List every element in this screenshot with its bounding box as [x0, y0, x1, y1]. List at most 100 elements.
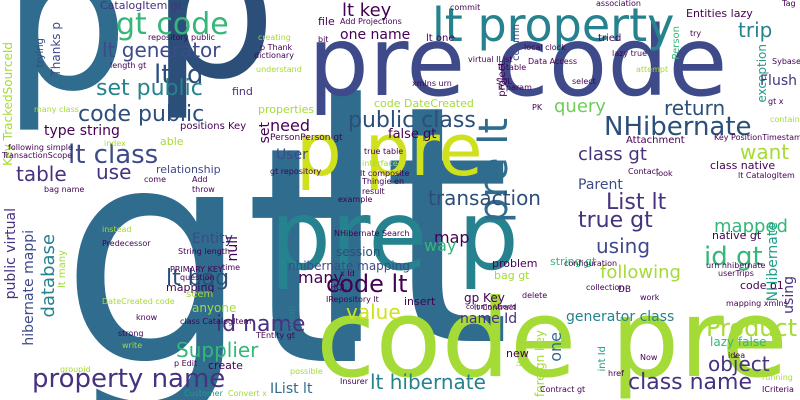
word-irepository: IRepository lt	[326, 295, 379, 304]
word-time: time	[222, 263, 241, 272]
word-lt-hibernate: lt hibernate	[370, 370, 486, 394]
word-need: need	[270, 116, 310, 135]
word-example: example	[338, 195, 373, 204]
word-insert: insert	[404, 295, 436, 308]
word-thingie-en: Thingie en	[362, 177, 405, 186]
word-groupid: groupid	[60, 365, 91, 374]
word-repository-public: repository public	[148, 33, 216, 42]
word-column-userid: column UserId	[466, 303, 517, 311]
word-lt-key: lt key	[342, 0, 392, 21]
word-lazy-true: lazy true	[612, 49, 648, 58]
word-class-name: class name	[628, 370, 752, 395]
word-gt-big: gt	[60, 83, 362, 400]
word-using: using	[596, 234, 651, 258]
word-new: new	[506, 347, 529, 360]
word-p-top2: p	[150, 0, 277, 124]
word-hql: HQL	[330, 283, 347, 292]
word-customer: Customer	[184, 389, 223, 398]
word-container: container	[770, 115, 800, 124]
word-index: index	[104, 139, 126, 148]
word-length-gt: length gt	[110, 61, 147, 70]
word-insurer: Insurer	[340, 377, 368, 386]
word-list-lt: List lt	[606, 190, 667, 215]
word-false-gt: false gt	[388, 127, 437, 142]
word-class-catalogitem: class CatalogItem	[180, 317, 252, 326]
word-strong: strong	[118, 329, 144, 338]
word-virtual-ilist: virtual IList	[468, 55, 513, 64]
word-catalogitem-gt: CatalogItem gt	[100, 0, 183, 12]
word-anyone: anyone	[192, 301, 237, 315]
word-p-top: p	[2, 0, 129, 136]
word-properties: properties	[258, 103, 315, 116]
word-native-gt: native gt	[712, 229, 762, 242]
word-come: come	[144, 175, 167, 184]
word-attempt: attempt	[636, 65, 669, 74]
word-lt-table: lt table	[498, 63, 527, 72]
word-convert-x: Convert x	[228, 389, 267, 398]
word-delete: delete	[522, 291, 548, 300]
word-database: database	[38, 234, 59, 318]
word-attachment: Attachment	[626, 135, 685, 146]
word-nhibernate-mapping: nhibernate mapping	[288, 259, 410, 273]
word-hibernate-mappi: hibernate mappi	[21, 230, 37, 346]
word-map: map	[434, 228, 470, 247]
word-gt-repository: gt repository	[270, 167, 322, 176]
word-lt-class: lt class	[68, 140, 159, 170]
word-bag-name: bag name	[44, 185, 85, 194]
word-add: Add	[192, 175, 208, 184]
word-generator-class: generator class	[566, 309, 675, 325]
word-using-vert: using	[781, 276, 797, 314]
word-lt-one: lt one	[426, 33, 455, 44]
word-user: User	[276, 147, 308, 163]
word-object: object	[708, 352, 770, 376]
word-db: DB	[618, 285, 632, 295]
word-string-length: String length	[178, 247, 230, 256]
word-creating: creating	[258, 33, 291, 42]
word-work: work	[640, 293, 660, 302]
word-code-pre: code pre	[316, 277, 788, 400]
word-many: many	[298, 268, 343, 287]
word-public-virtual: public virtual	[3, 208, 19, 300]
word-lt-bag: lt bag	[166, 266, 230, 291]
word-code-datecreated: code DateCreated	[374, 97, 474, 110]
word-following: following	[600, 262, 681, 283]
word-true-gt: true gt	[578, 208, 653, 233]
word-tentity-gt: TEntity gt	[256, 331, 295, 340]
word-icriteria: ICriteria	[762, 385, 794, 394]
word-way: way	[424, 236, 457, 255]
word-look: look	[656, 169, 673, 178]
word-tag: Tag	[782, 0, 796, 8]
word-use: use	[96, 160, 132, 184]
word-gt-x: gt x	[768, 97, 784, 106]
word-user-trips: userTrips	[718, 269, 754, 278]
word-pre-p: pre p	[270, 180, 519, 292]
word-type-string: type string	[44, 123, 120, 139]
word-pre-code: pre code	[308, 6, 728, 118]
word-int-id: int Id	[597, 346, 608, 372]
word-pk: PK	[532, 103, 543, 112]
word-transactionscope: TransactionScope	[2, 151, 73, 160]
word-able: able	[160, 135, 184, 148]
word-want: want	[740, 140, 790, 164]
word-lt-composite: lt composite	[360, 169, 410, 178]
word-seem: seem	[186, 289, 214, 300]
word-id-name: id name	[216, 312, 306, 337]
word-local-clock: local clock	[524, 43, 566, 52]
word-understand: understand	[256, 65, 302, 74]
word-write: write	[122, 341, 143, 350]
word-mapping-xmlns: mapping xmlns	[726, 299, 788, 308]
word-flush: Flush	[760, 73, 797, 89]
word-one-name: one name	[340, 27, 411, 43]
word-parent: Parent	[578, 177, 623, 193]
word-instead: instead	[102, 225, 132, 234]
word-bit: bit	[318, 35, 329, 44]
word-create: create	[208, 359, 243, 372]
word-following-simple: following simple	[8, 143, 73, 152]
word-lt-many: lt many	[57, 250, 68, 289]
word-data-access: Data Access	[528, 57, 578, 66]
word-lt-param: lt param	[498, 83, 532, 92]
word-p-edit: p Edit	[174, 359, 198, 368]
word-lt-generator: lt generator	[102, 38, 221, 62]
word-query: query	[554, 96, 606, 117]
word-possible: possible	[290, 367, 323, 376]
